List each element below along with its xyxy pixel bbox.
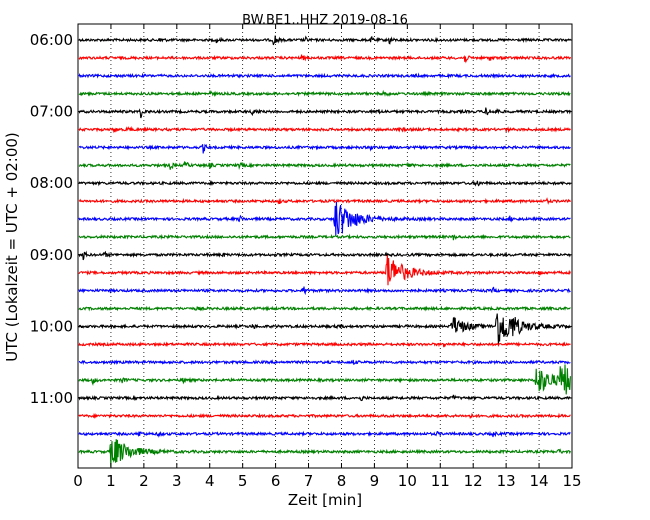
trace-1000 <box>78 313 571 345</box>
trace-0700 <box>78 107 571 119</box>
trace-0745 <box>78 161 571 170</box>
x-tick-label: 6 <box>271 472 281 490</box>
trace-0600 <box>78 35 571 46</box>
trace-0915 <box>78 255 571 286</box>
trace-1045 <box>78 364 571 395</box>
x-tick-label: 1 <box>106 472 116 490</box>
x-tick-label: 3 <box>172 472 182 490</box>
trace-1115 <box>78 412 571 420</box>
trace-0815 <box>78 197 571 205</box>
trace-0630 <box>78 72 571 80</box>
x-tick-label: 2 <box>139 472 149 490</box>
seismic-traces <box>78 35 571 467</box>
x-tick-label: 13 <box>497 472 516 490</box>
x-axis-label: Zeit [min] <box>288 491 362 509</box>
trace-0730 <box>78 143 571 154</box>
x-tick-label: 14 <box>530 472 549 490</box>
x-tick-label: 7 <box>304 472 314 490</box>
y-tick-label: 07:00 <box>30 103 73 121</box>
vertical-gridlines <box>110 24 540 468</box>
x-tick-label: 10 <box>398 472 417 490</box>
x-tick-label: 8 <box>337 472 347 490</box>
x-tick-label: 15 <box>562 472 581 490</box>
trace-0945 <box>78 305 571 312</box>
x-tick-label: 9 <box>370 472 380 490</box>
chart-title: BW.BE1..HHZ 2019-08-16 <box>242 13 408 28</box>
trace-0800 <box>78 180 571 187</box>
y-axis-label: UTC (Lokalzeit = UTC + 02:00) <box>3 132 21 362</box>
trace-1130 <box>78 430 571 438</box>
x-axis-ticks: 0 1 2 3 4 5 6 7 8 9 10 11 12 13 14 15 <box>73 24 582 490</box>
trace-1100 <box>78 394 571 402</box>
y-axis-ticks: 06:00 07:00 08:00 09:00 10:00 11:00 <box>30 31 572 407</box>
trace-0615 <box>78 54 571 64</box>
x-tick-label: 11 <box>431 472 450 490</box>
trace-1145 <box>78 439 571 467</box>
x-tick-label: 5 <box>238 472 248 490</box>
trace-0830 <box>78 201 571 236</box>
trace-0930 <box>78 286 571 296</box>
y-tick-label: 10:00 <box>30 317 73 335</box>
y-tick-label: 11:00 <box>30 389 73 407</box>
trace-1015 <box>78 341 571 348</box>
plot-frame <box>77 23 573 469</box>
trace-1030 <box>78 359 571 366</box>
y-tick-label: 08:00 <box>30 174 73 192</box>
x-tick-label: 4 <box>205 472 215 490</box>
x-tick-label: 0 <box>73 472 83 490</box>
trace-0645 <box>78 89 571 98</box>
trace-0900 <box>78 250 571 261</box>
y-tick-label: 06:00 <box>30 31 73 49</box>
y-tick-label: 09:00 <box>30 246 73 264</box>
trace-0715 <box>78 125 571 134</box>
trace-0845 <box>78 233 571 241</box>
x-tick-label: 12 <box>464 472 483 490</box>
